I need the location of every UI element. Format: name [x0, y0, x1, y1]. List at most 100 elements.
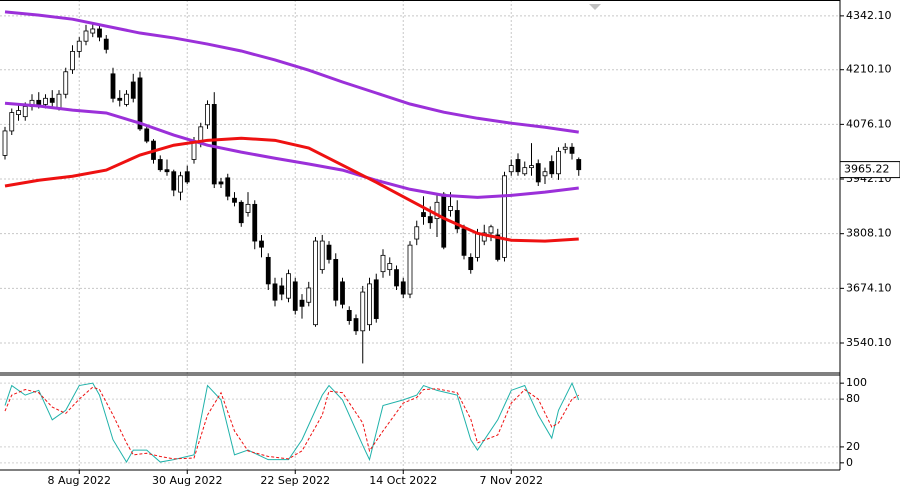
y-tick-label: 100: [846, 376, 867, 389]
candle-body: [373, 279, 379, 319]
candle-body: [468, 256, 474, 271]
moving-average: [4, 101, 579, 199]
candle-body: [90, 28, 96, 34]
candle-body: [502, 175, 507, 258]
candle-body: [16, 110, 21, 116]
moving-average: [4, 136, 579, 243]
candle-body: [569, 146, 575, 154]
candle-body: [535, 163, 541, 183]
candle-body: [36, 99, 42, 105]
candle-body: [110, 73, 116, 99]
candle-body: [218, 181, 224, 185]
y-tick-label: 3808.10: [846, 227, 892, 240]
candle-body: [70, 50, 75, 71]
candle-body: [117, 97, 123, 101]
candle-body: [2, 130, 8, 156]
candle-body: [205, 104, 210, 126]
candle-body: [360, 291, 366, 332]
candle-body: [171, 171, 177, 191]
candle-body: [515, 159, 521, 173]
candle-body: [427, 216, 433, 224]
candle-body: [326, 244, 332, 260]
candle-body: [56, 93, 62, 109]
x-tick-label: 7 Nov 2022: [480, 474, 543, 487]
candle-body: [394, 269, 399, 287]
candle-body: [144, 128, 150, 142]
candle-body: [421, 212, 426, 217]
candle-body: [286, 273, 291, 299]
candle-body: [448, 205, 453, 211]
x-tick-label: 14 Oct 2022: [369, 474, 437, 487]
candle-body: [529, 165, 534, 169]
candle-body: [130, 81, 136, 99]
y-tick-label: 80: [846, 392, 860, 405]
candle-body: [400, 281, 406, 295]
candle-body: [461, 228, 467, 256]
y-tick-label: 4076.10: [846, 117, 892, 130]
moving-average: [4, 10, 579, 134]
y-tick-label: 3540.10: [846, 336, 892, 349]
candle-body: [63, 71, 69, 95]
candle-body: [83, 30, 89, 42]
candle-body: [178, 175, 183, 193]
candle-body: [387, 263, 393, 271]
y-tick-label: 20: [846, 440, 860, 453]
y-tick-label: 3674.10: [846, 281, 892, 294]
candle-body: [252, 203, 258, 242]
candle-body: [232, 197, 237, 203]
candle-body: [549, 161, 555, 175]
candle-body: [97, 28, 102, 38]
candle-body: [245, 203, 251, 213]
candle-body: [434, 201, 440, 220]
y-tick-label: 0: [846, 456, 853, 469]
candle-body: [225, 177, 231, 197]
candle-body: [184, 171, 190, 183]
candle-body: [164, 169, 170, 173]
candle-body: [22, 106, 28, 118]
candle-body: [306, 287, 312, 303]
candle-body: [103, 38, 109, 50]
shift-marker: [589, 4, 601, 10]
candle-body: [475, 232, 480, 258]
candle-body: [313, 240, 318, 326]
candle-body: [380, 254, 386, 273]
candle-body: [441, 193, 447, 248]
candle-body: [367, 283, 372, 326]
candle-body: [137, 77, 143, 130]
candle-body: [49, 97, 55, 103]
candle-body: [556, 150, 561, 175]
candle-body: [292, 281, 298, 311]
candle-body: [562, 146, 568, 150]
candle-body: [576, 159, 582, 171]
candle-body: [495, 234, 501, 260]
y-tick-label: 4342.10: [846, 9, 892, 22]
candle-body: [508, 165, 514, 173]
candle-body: [299, 299, 305, 307]
candle-body: [43, 97, 48, 105]
candle-body: [9, 112, 15, 132]
candle-body: [454, 210, 460, 230]
candle-body: [272, 283, 278, 301]
candle-body: [319, 240, 325, 271]
x-tick-label: 22 Sep 2022: [260, 474, 330, 487]
candle-body: [481, 232, 487, 242]
candle-body: [211, 104, 217, 185]
x-tick-label: 30 Aug 2022: [152, 474, 222, 487]
candle-body: [238, 201, 244, 224]
stochastic-line: [4, 381, 580, 464]
candle-body: [124, 93, 129, 105]
candle-body: [279, 285, 285, 295]
candle-body: [259, 240, 264, 248]
stochastic-line: [4, 386, 580, 460]
candle-body: [333, 259, 339, 301]
candle-body: [407, 244, 413, 295]
candle-body: [157, 159, 163, 171]
candle-body: [542, 171, 548, 177]
candle-body: [522, 167, 528, 175]
x-tick-label: 8 Aug 2022: [48, 474, 111, 487]
candle-body: [414, 226, 420, 240]
candle-body: [265, 256, 271, 285]
candle-body: [76, 40, 82, 52]
candle-body: [488, 226, 494, 234]
